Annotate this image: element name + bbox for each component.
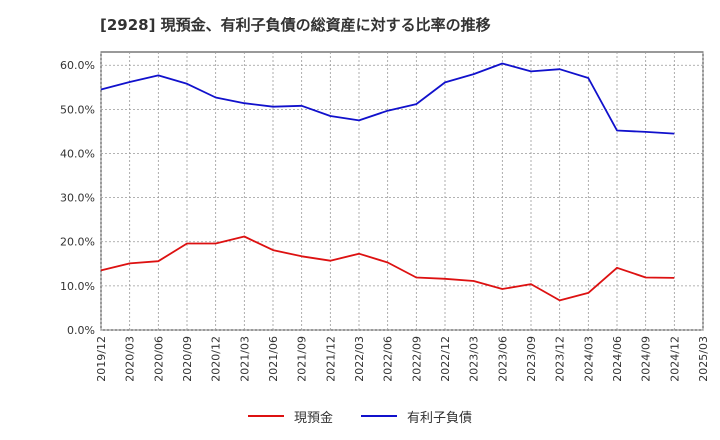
x-tick-label: 2020/06 (152, 336, 165, 382)
x-tick-label: 2021/09 (296, 336, 309, 382)
x-tick-label: 2023/06 (496, 336, 509, 382)
legend-item-cash: 現預金 (247, 405, 333, 427)
x-axis-ticks: 2019/12 2020/03 2020/06 2020/09 2020/12 2021/… (95, 336, 710, 382)
x-tick-label: 2024/09 (640, 336, 653, 382)
x-tick-label: 2019/12 (95, 336, 108, 382)
x-tick-label: 2024/12 (668, 336, 681, 382)
y-tick-label: 50.0% (60, 103, 95, 116)
y-tick-label: 20.0% (60, 236, 95, 249)
x-tick-label: 2020/03 (124, 336, 137, 382)
x-tick-label: 2022/03 (353, 336, 366, 382)
x-tick-label: 2024/03 (582, 336, 595, 382)
x-tick-label: 2021/03 (238, 336, 251, 382)
legend: 現預金 有利子負債 (0, 405, 720, 427)
y-tick-label: 0.0% (67, 324, 95, 337)
y-tick-label: 30.0% (60, 192, 95, 205)
legend-label-cash: 現預金 (293, 410, 333, 426)
y-gridlines (101, 64, 703, 331)
series-layer (100, 62, 675, 302)
chart-title: [2928] 現預金、有利子負債の総資産に対する比率の推移 (100, 16, 491, 34)
x-tick-label: 2021/12 (324, 336, 337, 382)
x-tick-label: 2023/09 (525, 336, 538, 382)
y-tick-label: 60.0% (60, 59, 95, 72)
x-tick-label: 2024/06 (611, 336, 624, 382)
x-tick-label: 2023/12 (554, 336, 567, 382)
y-tick-label: 10.0% (60, 280, 95, 293)
x-tick-label: 2022/09 (410, 336, 423, 382)
legend-label-debt: 有利子負債 (407, 410, 473, 426)
x-tick-label: 2020/09 (181, 336, 194, 382)
plot-frame (100, 51, 704, 331)
legend-swatch-debt (361, 415, 397, 417)
x-tick-label: 2020/12 (210, 336, 223, 382)
legend-swatch-cash (247, 415, 284, 417)
x-tick-label: 2025/03 (697, 336, 710, 382)
legend-item-debt: 有利子負債 (361, 405, 472, 427)
x-tick-label: 2022/06 (382, 336, 395, 382)
x-tick-label: 2023/03 (468, 336, 481, 382)
x-tick-label: 2022/12 (439, 336, 452, 382)
y-axis-ticks: 0.0% 10.0% 20.0% 30.0% 40.0% 50.0% 60.0% (60, 59, 95, 337)
x-tick-label: 2021/06 (267, 336, 280, 382)
y-tick-label: 40.0% (60, 147, 95, 160)
